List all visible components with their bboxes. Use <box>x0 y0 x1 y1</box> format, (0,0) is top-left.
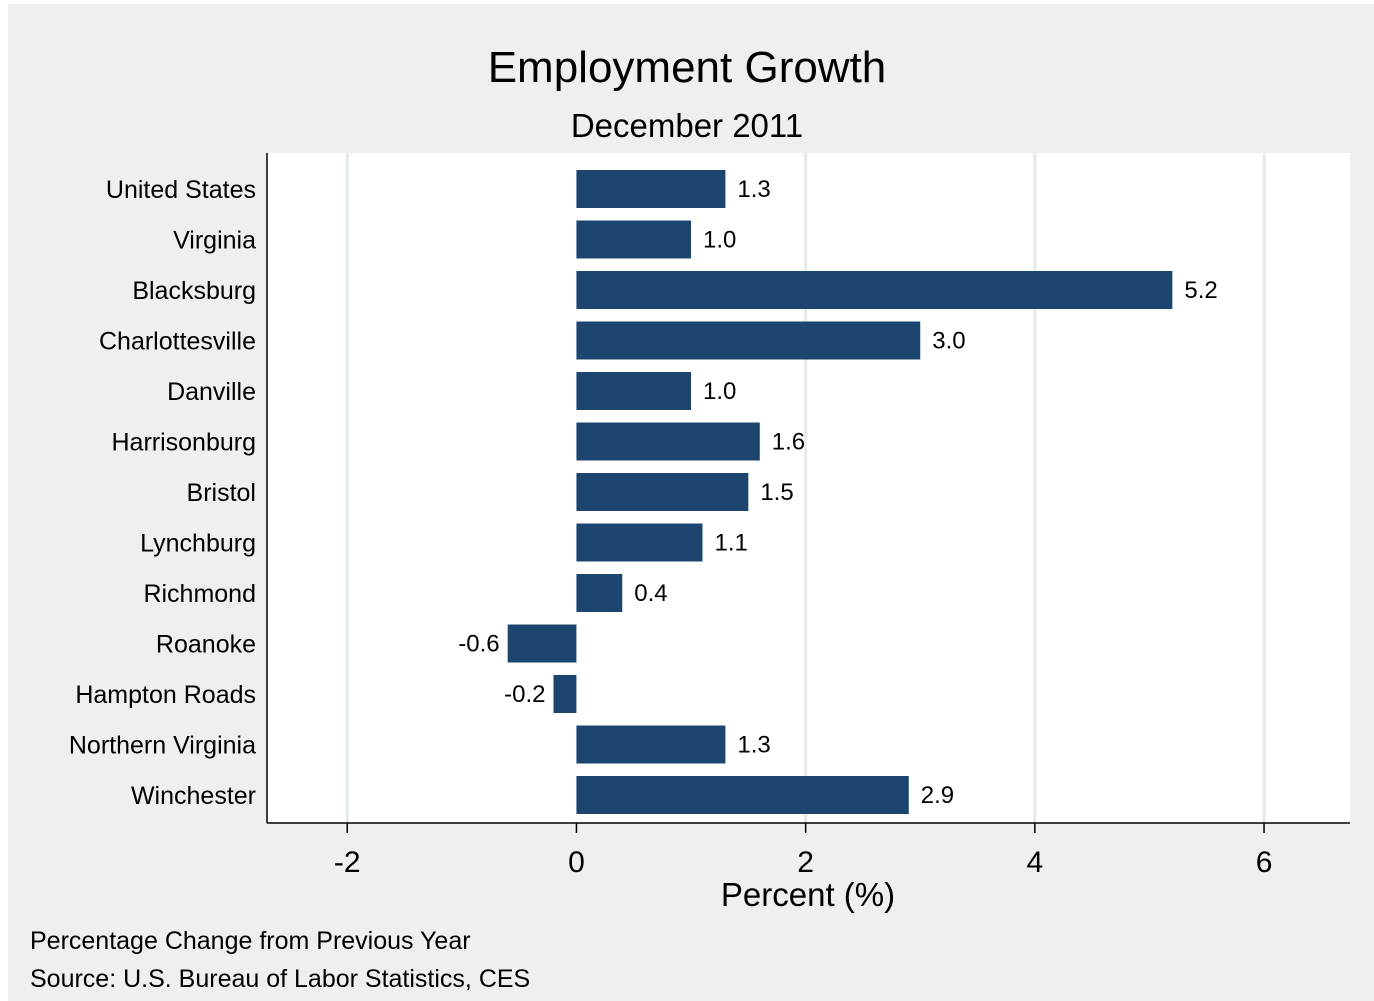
bar <box>553 675 577 713</box>
bar <box>576 372 692 410</box>
bar <box>576 523 703 562</box>
bar <box>576 220 692 259</box>
value-label: 1.5 <box>760 479 793 506</box>
bar <box>576 271 1173 309</box>
value-label: 2.9 <box>921 782 954 809</box>
category-label: Blacksburg <box>132 277 256 305</box>
category-label: Charlottesville <box>99 328 256 356</box>
value-label: 1.0 <box>703 378 736 405</box>
value-label: 0.4 <box>634 580 667 607</box>
chart-note: Percentage Change from Previous Year <box>30 927 471 955</box>
category-label: Richmond <box>143 580 256 608</box>
value-label: 1.3 <box>737 732 770 759</box>
value-label: 1.6 <box>772 429 805 456</box>
category-label: Bristol <box>187 479 256 507</box>
value-label: 3.0 <box>932 328 965 355</box>
x-tick-label: -2 <box>334 846 361 879</box>
chart-title: Employment Growth <box>487 43 887 92</box>
bar <box>576 321 921 360</box>
bar <box>576 473 749 511</box>
bar <box>576 574 623 612</box>
x-ticks: -2 0 2 4 6 <box>334 823 1273 879</box>
bar <box>507 624 577 663</box>
category-labels: United States Virginia Blacksburg Charlotte… <box>69 176 256 810</box>
plot-area <box>267 153 1350 823</box>
category-label: Danville <box>167 378 256 406</box>
x-tick-label: 0 <box>568 846 585 879</box>
category-label: Harrisonburg <box>111 429 256 457</box>
chart-subtitle: December 2011 <box>570 107 804 144</box>
x-tick-label: 4 <box>1026 846 1043 879</box>
x-tick-label: 6 <box>1256 846 1273 879</box>
x-tick-label: 2 <box>797 846 814 879</box>
category-label: Roanoke <box>156 631 256 659</box>
axes <box>266 153 1350 824</box>
value-label: 1.0 <box>703 227 736 254</box>
grid-lines <box>345 153 1266 823</box>
value-label: -0.6 <box>458 631 499 658</box>
category-label: Hampton Roads <box>75 681 256 709</box>
value-label: -0.2 <box>504 681 545 708</box>
bars <box>507 170 1173 814</box>
bar <box>576 725 726 764</box>
category-label: United States <box>106 176 256 204</box>
category-label: Virginia <box>173 227 256 255</box>
bar <box>576 776 909 814</box>
value-label: 5.2 <box>1184 277 1217 304</box>
x-axis-title: Percent (%) <box>721 876 895 913</box>
source-note: Source: U.S. Bureau of Labor Statistics,… <box>30 965 531 993</box>
bar <box>576 422 760 461</box>
value-labels: 1.31.05.23.01.01.61.51.10.4-0.6-0.21.32.… <box>458 176 1217 809</box>
category-label: Winchester <box>131 782 256 810</box>
value-label: 1.1 <box>714 530 747 557</box>
bar <box>576 170 726 208</box>
value-label: 1.3 <box>737 176 770 203</box>
category-label: Lynchburg <box>140 530 256 558</box>
category-label: Northern Virginia <box>69 732 256 760</box>
